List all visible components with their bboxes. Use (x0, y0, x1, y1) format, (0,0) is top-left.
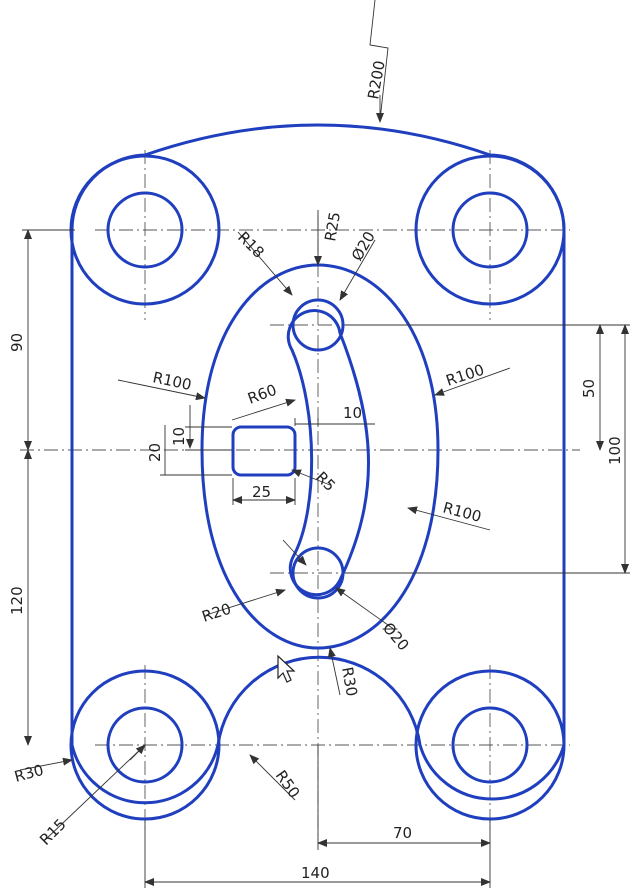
label-r20: R20 (200, 600, 234, 626)
label-140: 140 (301, 864, 330, 882)
label-r100-right-bottom: R100 (441, 498, 483, 525)
hole-top-left (106, 191, 184, 269)
label-r60: R60 (245, 381, 279, 408)
slot-hole-bottom (291, 546, 345, 600)
center-lines (20, 150, 580, 840)
label-r50: R50 (272, 767, 304, 802)
label-50: 50 (580, 379, 598, 398)
label-r200: R200 (364, 59, 389, 101)
label-d20-top: Ø20 (348, 228, 379, 264)
label-25: 25 (252, 483, 271, 501)
square-pocket (231, 425, 297, 477)
center-island (200, 263, 440, 650)
boss-bottom-right (414, 669, 566, 821)
label-10-v: 10 (170, 427, 188, 446)
label-r5: R5 (312, 468, 339, 495)
corner-bosses (69, 154, 566, 821)
label-r30-inner: R30 (338, 666, 361, 698)
label-r100-right-top: R100 (444, 361, 487, 390)
outer-contour (70, 123, 566, 805)
label-r15: R15 (36, 815, 70, 849)
label-d20-bottom: Ø20 (379, 619, 413, 654)
slot-hole-top (291, 298, 345, 352)
label-r30-outer: R30 (12, 761, 45, 786)
label-100: 100 (606, 436, 624, 465)
label-90: 90 (8, 333, 26, 352)
label-r100-left: R100 (151, 368, 193, 394)
label-r25: R25 (321, 211, 344, 243)
label-70: 70 (393, 824, 412, 842)
hole-bottom-left (106, 706, 184, 784)
boss-top-right (414, 154, 566, 306)
label-20: 20 (146, 443, 164, 462)
label-10-h: 10 (343, 404, 362, 422)
mouse-cursor-icon (277, 654, 296, 683)
boss-bottom-left (69, 669, 221, 821)
dimension-labels: R200 R25 Ø20 R18 R100 R100 R60 10 10 20 … (8, 59, 624, 882)
hole-bottom-right (451, 706, 529, 784)
hole-top-right (451, 191, 529, 269)
dimension-lines (19, 0, 630, 888)
label-120: 120 (8, 586, 26, 615)
